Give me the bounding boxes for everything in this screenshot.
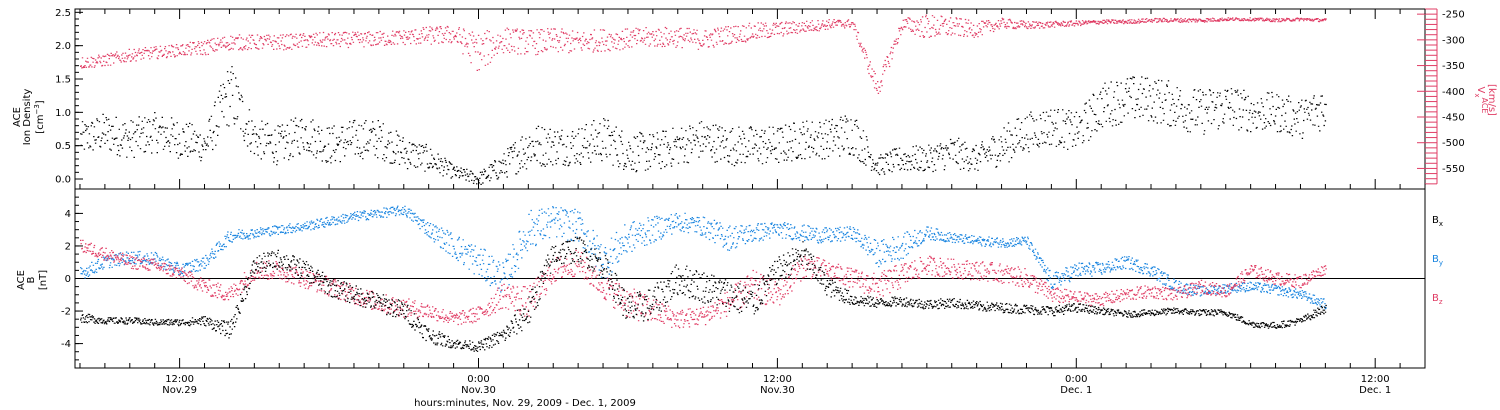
legend-bx: Bx [1432,215,1443,228]
by-points [80,205,1327,310]
speed-label-base: V [1475,87,1486,94]
b-axis-label-line2: B [26,276,37,283]
density-axis-unit: [cm−3] [33,100,46,133]
legend-by: By [1432,254,1443,267]
time-tick-label-date: Dec. 1 [1060,385,1092,396]
time-tick-label-time: 0:00 [467,374,489,385]
speed-axis-label: VxACE [km/s] [1473,84,1497,116]
legend-bx-base: B [1432,215,1439,226]
top-panel-points [80,14,1327,185]
top-panel-frame [74,8,1426,190]
b-legend: Bx By Bz [1432,215,1443,306]
time-tick-label-time: 0:00 [1065,374,1087,385]
time-tick-label-date: Dec. 1 [1359,385,1391,396]
density-unit-close: ] [35,100,46,104]
time-axis-labels: 12:00Nov.290:00Nov.3012:00Nov.300:00Dec.… [162,374,1391,396]
legend-bx-sub: x [1439,220,1443,228]
density-unit-sup: −3 [33,104,41,114]
speed-tick-label: -550 [1442,164,1465,175]
density-tick-label: 1.5 [55,75,71,86]
legend-bz-sub: z [1439,298,1443,306]
bz-points [80,239,1327,329]
speed-axis-unit: [km/s] [1486,84,1497,116]
density-tick-label: 0.5 [55,141,71,152]
time-tick-label-time: 12:00 [763,374,792,385]
time-axis-ticks [79,9,1426,368]
time-axis-title: hours:minutes, Nov. 29, 2009 - Dec. 1, 2… [414,398,636,409]
b-axis-ticks: -4 -2 0 2 4 [61,196,83,361]
speed-label-sub: x [1473,93,1481,97]
density-tick-label: 2.5 [55,8,71,19]
time-tick-label-date: Nov.30 [461,385,496,396]
density-axis-label: ACE Ion Density [cm−3] [12,89,46,146]
speed-tick-label: -250 [1442,10,1465,21]
speed-tick-label: -500 [1442,138,1465,149]
bottom-panel-points [80,205,1327,352]
speed-tick-label: -450 [1442,113,1465,124]
speed-points [80,14,1327,94]
legend-by-base: B [1432,254,1439,265]
speed-axis-ticks: -250 -300 -350 -400 -450 -500 -550 [1417,8,1465,185]
time-tick-label-date: Nov.29 [162,385,197,396]
density-axis-ticks: 0.0 0.5 1.0 1.5 2.0 2.5 [55,8,83,186]
b-tick-label: -2 [61,307,71,318]
b-tick-label: 2 [65,241,71,252]
density-axis-label-line2: Ion Density [22,89,33,146]
density-axis-label-line1: ACE [12,107,23,127]
speed-tick-label: -300 [1442,35,1465,46]
b-tick-label: 0 [65,274,71,285]
legend-bz-base: B [1432,293,1439,304]
time-tick-label-time: 12:00 [1361,374,1390,385]
density-points [80,66,1327,185]
b-tick-label: -4 [61,339,71,350]
time-tick-label-date: Nov.30 [760,385,795,396]
speed-tick-label: -400 [1442,87,1465,98]
b-axis-unit: [nT] [38,270,49,290]
legend-by-sub: y [1439,259,1443,267]
speed-tick-label: -350 [1442,61,1465,72]
bx-points [80,236,1327,352]
density-unit-base: [cm [35,115,46,134]
speed-label-super: ACE [1480,98,1489,114]
b-axis-label-line1: ACE [16,270,27,290]
legend-bz: Bz [1432,293,1443,306]
b-tick-label: 4 [65,209,71,220]
b-axis-label: ACE B [nT] [16,270,49,290]
density-tick-label: 1.0 [55,108,71,119]
time-tick-label-time: 12:00 [165,374,194,385]
speed-axis-name: VxACE [1473,87,1489,114]
density-tick-label: 0.0 [55,175,71,186]
density-tick-label: 2.0 [55,41,71,52]
